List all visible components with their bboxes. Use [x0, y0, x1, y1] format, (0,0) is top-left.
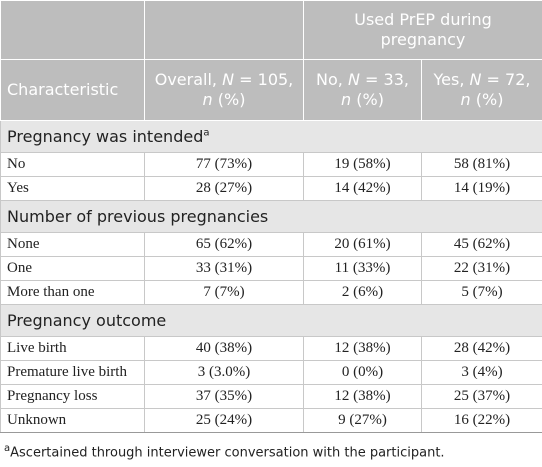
data-cell: 5 (7%): [420, 280, 542, 305]
data-cell: 33 (31%): [144, 256, 304, 281]
row-label: Live birth: [0, 336, 145, 361]
row-label: Pregnancy loss: [0, 384, 145, 409]
data-cell: 14 (42%): [303, 176, 422, 201]
data-cell: 25 (37%): [420, 384, 542, 409]
row-label: Yes: [0, 176, 145, 201]
row-label: No: [0, 152, 145, 177]
header-cell: [0, 0, 145, 60]
row-label: None: [0, 232, 145, 257]
header-text: = 33,: [359, 70, 409, 89]
data-cell: 19 (58%): [303, 152, 422, 177]
data-cell: 65 (62%): [144, 232, 304, 257]
data-cell: 40 (38%): [144, 336, 304, 361]
section-title: Pregnancy outcome: [0, 304, 542, 337]
header-text: Yes,: [433, 70, 470, 89]
header-row: Characteristic Overall, N = 105, n (%) No,…: [0, 59, 542, 121]
data-cell: 45 (62%): [420, 232, 542, 257]
data-cell: 9 (27%): [303, 408, 422, 433]
data-row: Unknown 25 (24%) 9 (27%) 16 (22%): [0, 408, 542, 433]
header-text: N: [469, 70, 482, 89]
header-text: No,: [316, 70, 348, 89]
data-row: Premature live birth 3 (3.0%) 0 (0%) 3 (4%): [0, 360, 542, 385]
section-row: Number of previous pregnancies: [0, 200, 542, 233]
data-cell: 25 (24%): [144, 408, 304, 433]
data-cell: 14 (19%): [420, 176, 542, 201]
data-cell: 22 (31%): [420, 256, 542, 281]
header-text: N: [347, 70, 360, 89]
row-label: One: [0, 256, 145, 281]
data-cell: 58 (81%): [420, 152, 542, 177]
data-row: Yes 28 (27%) 14 (42%) 14 (19%): [0, 176, 542, 201]
group-header: Used PrEP during pregnancy: [302, 0, 542, 60]
data-row: Live birth 40 (38%) 12 (38%) 28 (42%): [0, 336, 542, 361]
section-text: Number of previous pregnancies: [7, 207, 269, 226]
data-cell: 16 (22%): [420, 408, 542, 433]
section-title: Number of previous pregnancies: [0, 200, 542, 233]
header-row: Used PrEP during pregnancy: [0, 0, 542, 60]
header-text: N: [222, 70, 235, 89]
data-cell: 7 (7%): [144, 280, 304, 305]
header-text: (%): [351, 90, 384, 109]
data-cell: 77 (73%): [144, 152, 304, 177]
header-text: (%): [212, 90, 246, 109]
data-cell: 12 (38%): [303, 384, 422, 409]
row-label: Unknown: [0, 408, 145, 433]
data-row: More than one 7 (7%) 2 (6%) 5 (7%): [0, 280, 542, 305]
header-text: Characteristic: [7, 80, 119, 99]
table-head: Used PrEP during pregnancy Characteristi…: [0, 0, 542, 121]
row-label: More than one: [0, 280, 145, 305]
section-title: Pregnancy was intendeda: [0, 120, 542, 153]
section-row: Pregnancy was intendeda: [0, 120, 542, 153]
table-body: Pregnancy was intendeda No 77 (73%) 19 (58%…: [0, 120, 542, 433]
header-text: (%): [470, 90, 504, 109]
data-cell: 20 (61%): [303, 232, 422, 257]
footnote: aAscertained through interviewer convers…: [0, 433, 542, 460]
data-cell: 37 (35%): [144, 384, 304, 409]
footnote-text: Ascertained through interviewer conversa…: [10, 445, 445, 461]
header-text: Overall,: [154, 70, 223, 89]
section-text: Pregnancy outcome: [7, 311, 167, 330]
data-cell: 0 (0%): [303, 360, 422, 385]
header-text: n: [341, 90, 352, 109]
data-row: No 77 (73%) 19 (58%) 58 (81%): [0, 152, 542, 177]
data-cell: 28 (27%): [144, 176, 304, 201]
data-cell: 28 (42%): [420, 336, 542, 361]
header-text: = 72,: [481, 70, 531, 89]
data-cell: 11 (33%): [303, 256, 422, 281]
header-text: n: [460, 90, 471, 109]
column-header: Yes, N = 72, n (%): [420, 59, 542, 121]
header-cell: [144, 0, 304, 60]
data-cell: 3 (3.0%): [144, 360, 304, 385]
footnote-marker: a: [203, 127, 210, 139]
column-header: Overall, N = 105, n (%): [144, 59, 304, 121]
section-text: Pregnancy was intended: [7, 127, 204, 146]
header-text: n: [202, 90, 213, 109]
data-cell: 12 (38%): [303, 336, 422, 361]
section-row: Pregnancy outcome: [0, 304, 542, 337]
row-label: Premature live birth: [0, 360, 145, 385]
data-row: One 33 (31%) 11 (33%) 22 (31%): [0, 256, 542, 281]
data-table: Used PrEP during pregnancy Characteristi…: [0, 0, 542, 433]
data-cell: 2 (6%): [303, 280, 422, 305]
header-text: = 105,: [234, 70, 294, 89]
data-row: None 65 (62%) 20 (61%) 45 (62%): [0, 232, 542, 257]
footnote-marker: a: [4, 443, 11, 454]
data-row: Pregnancy loss 37 (35%) 12 (38%) 25 (37%): [0, 384, 542, 409]
data-cell: 3 (4%): [420, 360, 542, 385]
column-header: Characteristic: [0, 59, 145, 121]
column-header: No, N = 33, n (%): [303, 59, 422, 121]
